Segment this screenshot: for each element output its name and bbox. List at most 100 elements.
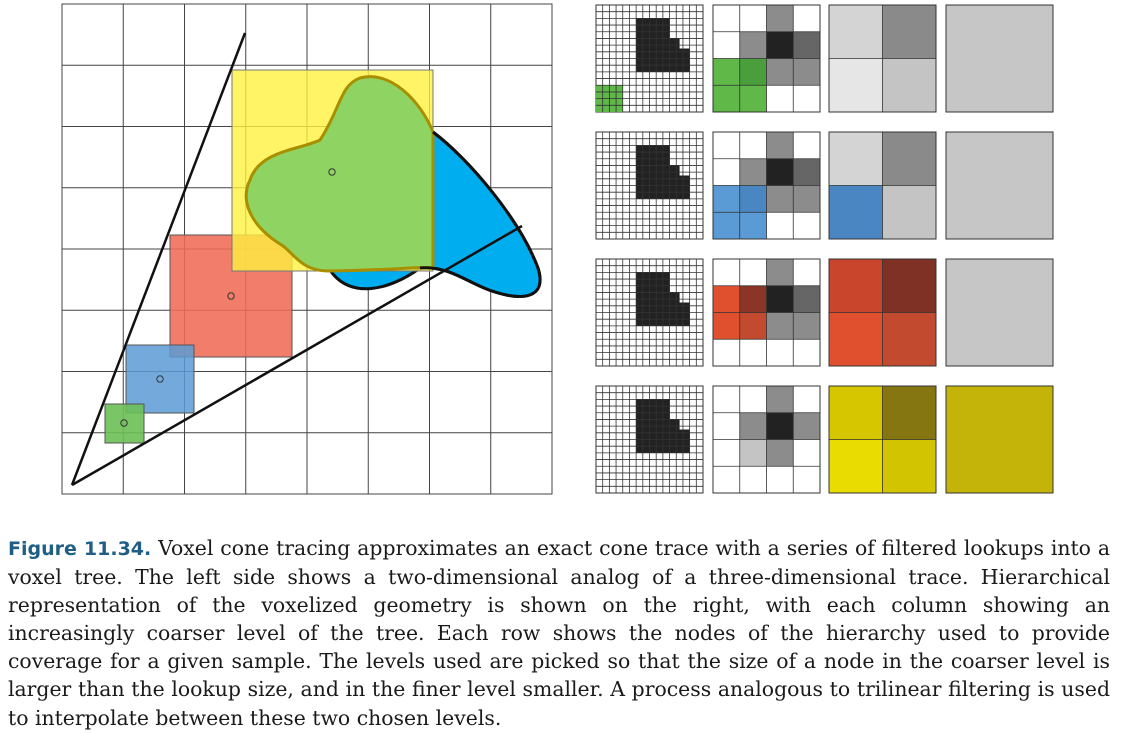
hierarchy-row-green (595, 4, 1054, 113)
level1-cell (766, 58, 794, 86)
voxel-hierarchy-panel (595, 4, 1054, 494)
level1-cell (739, 259, 767, 286)
level1-cell (766, 185, 794, 213)
level1-cell (713, 31, 740, 59)
level1-cell (793, 158, 820, 186)
level2-cell (829, 312, 883, 366)
level2-cell (882, 439, 936, 493)
level2-cell (882, 5, 936, 59)
blue-lookup-box (125, 344, 195, 414)
figure-caption: Figure 11.34. Voxel cone tracing approxi… (8, 534, 1110, 732)
level1-cell (793, 312, 820, 340)
level1-highlight (713, 312, 740, 340)
level2-cell (882, 386, 936, 440)
yellow-sample-center (328, 168, 336, 176)
cone-edge-lower (71, 224, 523, 487)
level1-cell (739, 339, 767, 366)
hierarchy-row-blue (595, 131, 1054, 240)
level1-cell (793, 339, 820, 366)
hierarchy-row-red (595, 258, 1054, 367)
shape-outline (419, 130, 542, 298)
cone-trace-panel (61, 3, 553, 495)
level1-cell (793, 212, 820, 239)
level1-border (712, 258, 821, 367)
level1-cell (739, 5, 767, 32)
level1-border (712, 4, 821, 113)
level2-cell (829, 185, 883, 239)
level1-cell (739, 412, 767, 440)
level1-cell (739, 31, 767, 59)
level1-cell (766, 132, 794, 159)
level2-border (828, 131, 937, 240)
level1-cell (713, 5, 740, 32)
level1-cell (766, 466, 794, 493)
level2-cell (882, 132, 936, 186)
level1-border (712, 131, 821, 240)
level3-cell (945, 258, 1054, 367)
level3-cell (945, 385, 1054, 494)
level1-cell (713, 339, 740, 366)
level1-cell (793, 386, 820, 413)
level2-cell (829, 259, 883, 313)
level1-cell (739, 439, 767, 467)
level1-cell (793, 412, 820, 440)
level1-cell (793, 31, 820, 59)
level2-cell (882, 312, 936, 366)
level1-cell (713, 158, 740, 186)
level1-highlight-dark (739, 58, 767, 86)
level2-cell (829, 439, 883, 493)
level1-cell (713, 386, 740, 413)
level3-cell (945, 4, 1054, 113)
level1-cell (713, 439, 740, 467)
level2-border (828, 4, 937, 113)
level1-cell (793, 439, 820, 467)
level3-cell (945, 131, 1054, 240)
level1-cell (793, 132, 820, 159)
level1-cell (739, 386, 767, 413)
level1-cell (766, 412, 794, 440)
green-sample-center (120, 419, 128, 427)
level2-cell (882, 185, 936, 239)
level2-cell (882, 58, 936, 112)
level1-cell (713, 132, 740, 159)
level1-border (712, 385, 821, 494)
level1-cell (793, 285, 820, 313)
cone-edge-upper (70, 32, 247, 486)
level1-cell (766, 5, 794, 32)
level1-cell (739, 158, 767, 186)
level1-cell (766, 312, 794, 340)
figure-label: Figure 11.34. (8, 538, 152, 560)
level1-cell (793, 466, 820, 493)
caption-text: Voxel cone tracing approximates an exact… (8, 536, 1111, 730)
level1-cell (713, 412, 740, 440)
level2-cell (882, 259, 936, 313)
green-lookup-box (104, 403, 145, 444)
level1-cell (793, 58, 820, 86)
level1-highlight (739, 312, 767, 340)
level1-cell (793, 259, 820, 286)
level1-cell (766, 85, 794, 112)
level1-highlight (713, 285, 740, 313)
level2-cell (829, 132, 883, 186)
level1-highlight-dark (739, 185, 767, 213)
level1-cell (793, 185, 820, 213)
level2-border (828, 258, 937, 367)
blue-sample-center (156, 375, 164, 383)
figure (61, 3, 1054, 495)
level2-cell (829, 58, 883, 112)
level1-highlight (739, 285, 767, 313)
level1-cell (739, 466, 767, 493)
level1-cell (739, 132, 767, 159)
level2-cell (829, 386, 883, 440)
level1-cell (713, 259, 740, 286)
level1-cell (713, 466, 740, 493)
level1-cell (766, 212, 794, 239)
level1-cell (793, 5, 820, 32)
level2-border (828, 385, 937, 494)
level1-cell (766, 386, 794, 413)
level1-cell (766, 31, 794, 59)
level1-cell (766, 259, 794, 286)
hierarchy-row-yellow (595, 385, 1054, 494)
level1-cell (793, 85, 820, 112)
level1-cell (766, 158, 794, 186)
